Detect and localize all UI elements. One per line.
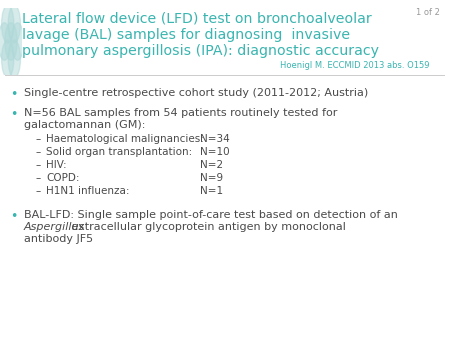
Text: N=34: N=34 bbox=[200, 134, 230, 144]
Text: Solid organ transplantation:: Solid organ transplantation: bbox=[46, 147, 192, 157]
Text: BAL-LFD: Single sample point-of-care test based on detection of an: BAL-LFD: Single sample point-of-care tes… bbox=[24, 210, 398, 220]
Text: Single-centre retrospective cohort study (2011-2012; Austria): Single-centre retrospective cohort study… bbox=[24, 88, 368, 98]
Text: N=10: N=10 bbox=[200, 147, 230, 157]
Text: pulmonary aspergillosis (IPA): diagnostic accuracy: pulmonary aspergillosis (IPA): diagnosti… bbox=[22, 44, 379, 58]
Text: galactomannan (GM):: galactomannan (GM): bbox=[24, 120, 145, 130]
Text: 1 of 2: 1 of 2 bbox=[416, 8, 440, 17]
Text: Lateral flow device (LFD) test on bronchoalveolar: Lateral flow device (LFD) test on bronch… bbox=[22, 12, 372, 26]
Circle shape bbox=[1, 40, 14, 78]
Text: –: – bbox=[36, 160, 41, 170]
Text: N=2: N=2 bbox=[200, 160, 223, 170]
Text: COPD:: COPD: bbox=[46, 173, 80, 183]
Circle shape bbox=[1, 5, 14, 43]
Circle shape bbox=[11, 23, 24, 60]
Text: N=56 BAL samples from 54 patients routinely tested for: N=56 BAL samples from 54 patients routin… bbox=[24, 108, 338, 118]
Text: •: • bbox=[10, 210, 18, 223]
Text: Haematological malignancies:: Haematological malignancies: bbox=[46, 134, 204, 144]
Text: –: – bbox=[36, 147, 41, 157]
Text: HIV:: HIV: bbox=[46, 160, 67, 170]
Text: –: – bbox=[36, 186, 41, 196]
Text: N=1: N=1 bbox=[200, 186, 223, 196]
Circle shape bbox=[0, 23, 10, 60]
Text: Hoenigl M. ECCMID 2013 abs. O159: Hoenigl M. ECCMID 2013 abs. O159 bbox=[280, 61, 430, 70]
Text: lavage (BAL) samples for diagnosing  invasive: lavage (BAL) samples for diagnosing inva… bbox=[22, 28, 350, 42]
Text: •: • bbox=[10, 108, 18, 121]
Circle shape bbox=[5, 23, 17, 60]
Text: antibody JF5: antibody JF5 bbox=[24, 234, 93, 244]
Text: N=9: N=9 bbox=[200, 173, 223, 183]
Text: •: • bbox=[10, 88, 18, 101]
Circle shape bbox=[8, 5, 20, 43]
Text: –: – bbox=[36, 173, 41, 183]
Text: –: – bbox=[36, 134, 41, 144]
Text: extracellular glycoprotein antigen by monoclonal: extracellular glycoprotein antigen by mo… bbox=[68, 222, 346, 232]
Text: Aspergillus: Aspergillus bbox=[24, 222, 85, 232]
Text: H1N1 influenza:: H1N1 influenza: bbox=[46, 186, 130, 196]
Circle shape bbox=[8, 40, 20, 78]
